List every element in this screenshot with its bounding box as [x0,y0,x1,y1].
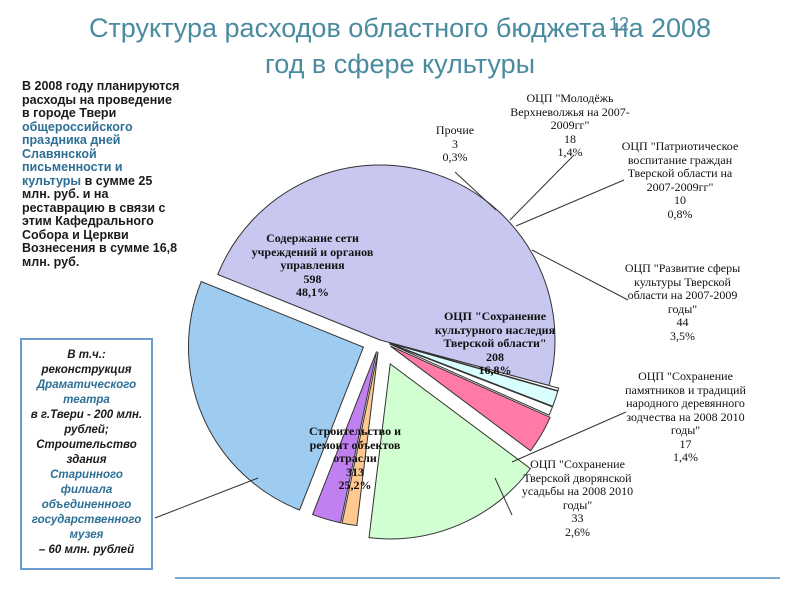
label-other: Прочие 3 0,3% [430,123,480,165]
pie-slices [187,164,560,540]
label-youth-pct: 1,4% [557,145,583,159]
slide-title-line1: Структура расходов областного бюджета на… [88,13,712,43]
label-wooden-name: ОЦП "Сохранение памятников и традиций на… [625,369,746,437]
slide-title-line2: год в сфере культуры [264,49,536,79]
leader-line-wooden [511,411,627,463]
label-youth-name: ОЦП "Молодёжь Верхневолжья на 2007-2009г… [510,91,630,132]
leader-line-estate [494,477,513,516]
note-box-projects: В т.ч.: реконструкция Драматического теа… [20,338,153,570]
label-other-pct: 0,3% [442,150,468,164]
label-youth: ОЦП "Молодёжь Верхневолжья на 2007-2009г… [510,91,630,160]
slice-estate [312,351,378,524]
label-wooden: ОЦП "Сохранение памятников и традиций на… [618,369,753,465]
note-box-line1: В т.ч.: [67,349,106,361]
note-box-leader-line [154,477,259,519]
label-wooden-value: 17 [679,436,692,451]
slice-youth [389,342,559,407]
label-other-name: Прочие [435,123,475,137]
label-patriot-name: ОЦП "Патриотическое воспитание граждан Т… [621,139,739,194]
note-box-line5: Строительство здания [36,439,137,466]
leader-line-youth [509,154,575,221]
page-number: 12 [609,14,630,34]
leader-line-other [454,171,497,211]
label-heritage-pct: 16,8% [478,363,512,377]
label-other-value: 3 [452,136,458,151]
leader-line-culture [531,249,629,301]
note-box-line2: реконструкция [41,364,132,376]
label-patriot: ОЦП "Патриотическое воспитание граждан Т… [615,139,745,221]
label-wooden-pct: 1,4% [673,450,698,464]
label-estate: ОЦП "Сохранение Тверской дворянской усад… [510,457,645,539]
label-main: Содержание сети учреждений и органов упр… [245,231,380,300]
slice-wooden [341,351,379,527]
label-culture-pct: 3,5% [670,328,695,343]
slice-patriot [389,343,554,416]
label-estate-pct: 2,6% [565,524,590,539]
label-build-name: Строительство и ремонт объектов отрасли [309,424,401,465]
slide-title: Структура расходов областного бюджета на… [30,10,770,82]
label-build: Строительство и ремонт объектов отрасли … [290,424,420,493]
note-box-line3: Драматического театра [36,379,137,406]
note-festival-part2: общероссийского праздника дней Славянско… [22,119,133,188]
label-patriot-value: 10 [674,193,686,207]
label-heritage: ОЦП "Сохранение культурного наследия Тве… [430,309,560,378]
note-box-line7: – 60 млн. рублей [38,544,135,556]
label-heritage-name: ОЦП "Сохранение культурного наследия Тве… [434,309,556,350]
leader-line-patriot [515,179,625,227]
label-estate-name: ОЦП "Сохранение Тверской дворянской усад… [521,457,634,512]
slice-other [389,342,560,392]
label-culture: ОЦП "Развитие сферы культуры Тверской об… [615,261,750,343]
label-patriot-pct: 0,8% [667,206,693,221]
label-build-value: 313 [346,464,364,479]
note-festival-part3: в сумме 25 млн. руб. и на реставрацию в … [22,173,178,269]
label-heritage-value: 208 [486,349,504,364]
bottom-rule [175,577,780,579]
label-culture-value: 44 [676,315,689,329]
note-box-line6: Старинного филиала объединенного государ… [31,469,142,541]
label-main-name: Содержание сети учреждений и органов упр… [251,231,374,272]
slice-heritage [368,362,532,540]
note-festival: В 2008 году планируются расходы на прове… [22,79,180,269]
slice-culture [390,345,551,452]
label-estate-value: 33 [571,511,584,525]
label-main-value: 598 [303,271,322,286]
label-main-pct: 48,1% [296,285,329,299]
label-youth-value: 18 [564,131,576,146]
slice-main [217,164,556,387]
slice-build [187,280,365,511]
label-build-pct: 25,2% [338,478,372,492]
note-box-line4: в г.Твери - 200 млн. рублей; [30,409,143,436]
label-culture-name: ОЦП "Развитие сферы культуры Тверской об… [624,261,741,316]
note-festival-part1: В 2008 году планируются расходы на прове… [22,79,180,120]
